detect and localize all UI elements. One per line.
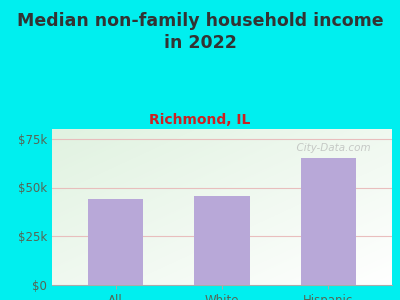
Text: Richmond, IL: Richmond, IL: [149, 112, 251, 127]
Text: City-Data.com: City-Data.com: [290, 143, 371, 153]
Text: Median non-family household income
in 2022: Median non-family household income in 20…: [17, 12, 383, 52]
Bar: [301, 158, 356, 285]
Bar: [194, 196, 250, 285]
Bar: [88, 199, 143, 285]
